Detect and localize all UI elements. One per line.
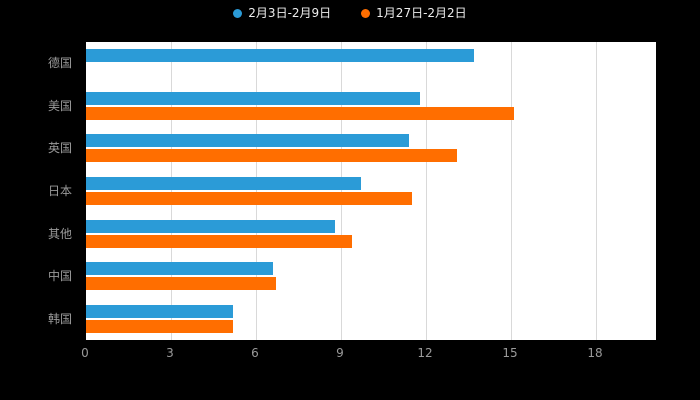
bar-series1-row6 [86,319,234,333]
legend-label-jan27-feb2: 1月27日-2月2日 [376,6,467,20]
legend-marker-orange-icon [361,8,371,18]
plot-area [85,42,656,342]
bar-series1-row1 [86,106,514,120]
y-axis-label-4: 其他 [47,226,72,241]
gridline-x3 [171,42,172,340]
x-axis-tick-12: 12 [417,346,433,360]
x-axis-tick-0: 0 [81,346,89,360]
y-axis-label-5: 中国 [47,269,72,284]
gridline-x18 [596,42,597,340]
gridline-x12 [426,42,427,340]
x-axis-tick-3: 3 [166,346,174,360]
bar-series0-row6 [86,304,234,318]
bar-series0-row3 [86,177,361,190]
bar-series0-row4 [86,219,336,233]
bar-series1-row3 [86,192,412,205]
y-axis-label-6: 韩国 [47,311,72,326]
x-axis-tick-15: 15 [502,346,518,360]
y-axis-label-1: 美国 [47,98,72,113]
x-axis-tick-9: 9 [336,346,344,360]
bar-series1-row4 [86,234,353,248]
bar-series1-row2 [86,149,458,163]
bar-series0-row5 [86,262,273,276]
legend-label-feb3-feb9: 2月3日-2月9日 [248,6,332,20]
gridline-x9 [341,42,342,340]
y-axis-label-2: 英国 [47,141,72,156]
legend-item-feb3-feb9[interactable]: 2月3日-2月9日 [233,6,331,20]
bar-series0-row2 [86,134,409,148]
y-axis-label-0: 德国 [47,56,72,71]
legend-marker-blue-icon [233,8,243,18]
bar-series0-row1 [86,91,421,105]
bar-series1-row5 [86,277,276,291]
x-axis-tick-18: 18 [587,346,603,360]
gridline-x6 [256,42,257,340]
legend-item-jan27-feb2[interactable]: 1月27日-2月2日 [361,6,467,20]
y-axis-label-3: 日本 [47,184,72,198]
legend: 2月3日-2月9日 1月27日-2月2日 [0,6,700,20]
gridline-x15 [511,42,512,340]
bar-series0-row0 [86,49,475,63]
x-axis-tick-6: 6 [251,346,259,360]
